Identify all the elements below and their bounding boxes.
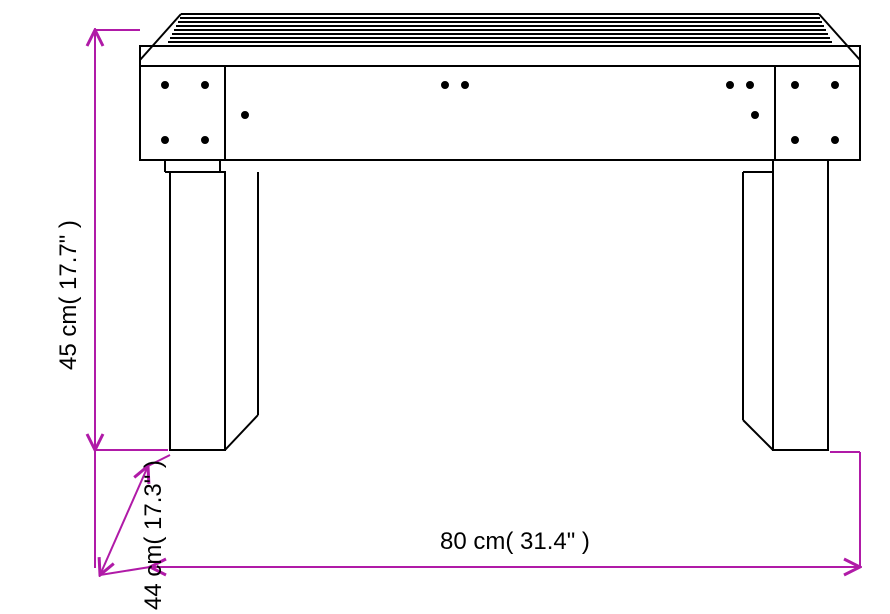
label-height: 45 cm( 17.7" ) — [55, 220, 83, 370]
bench-top-front — [140, 46, 860, 66]
screws — [162, 82, 838, 143]
leg-front-left — [170, 172, 258, 450]
label-width: 80 cm( 31.4" ) — [440, 528, 590, 556]
leg-front-right — [743, 160, 828, 450]
bench-top-slats — [168, 18, 832, 42]
label-depth: 44 cm( 17.3" ) — [140, 460, 168, 610]
bench-drawing — [140, 14, 860, 450]
